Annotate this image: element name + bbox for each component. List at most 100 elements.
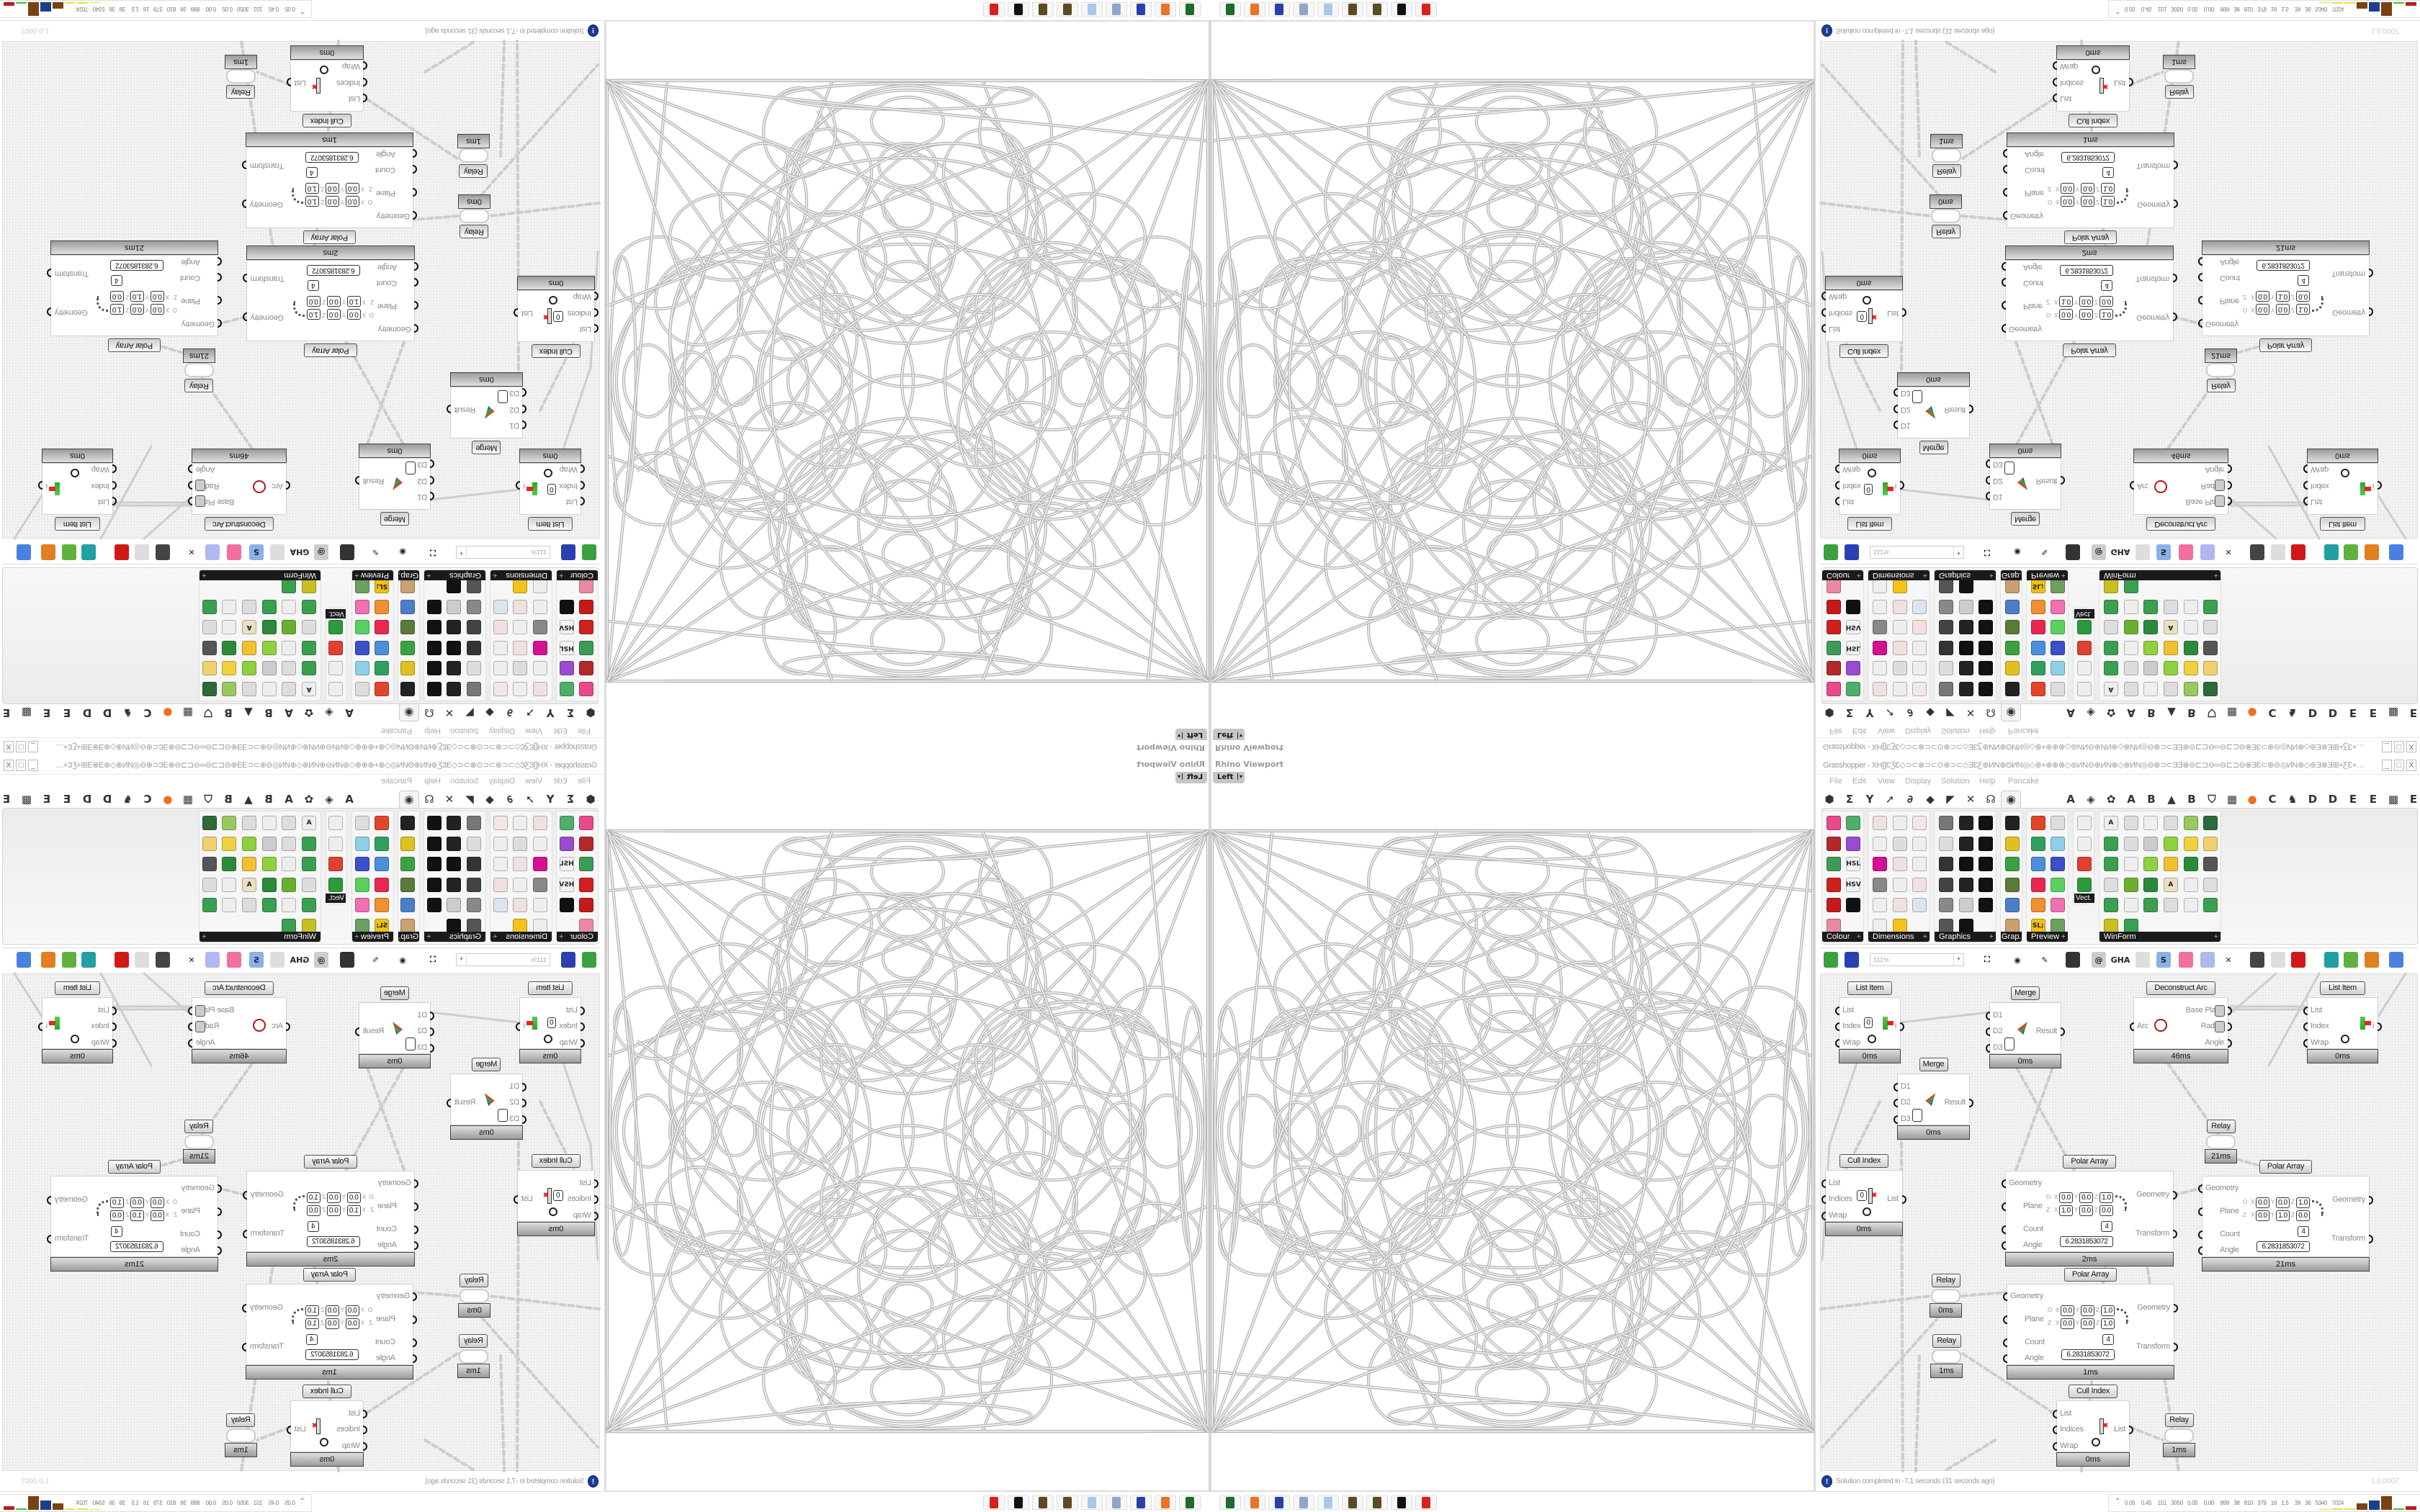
count-value[interactable]: 4	[306, 1334, 318, 1345]
plane-z-value[interactable]: 0.0	[2099, 1205, 2113, 1216]
wire[interactable]	[1960, 1291, 2007, 1297]
component-body[interactable]: D1 D2 D3 Result	[1894, 1074, 1973, 1125]
output-i[interactable]: i	[2372, 482, 2374, 490]
component-title[interactable]: List Item	[1847, 981, 1893, 995]
count-value[interactable]: 4	[2298, 1226, 2309, 1237]
component-title[interactable]: Deconstruct Arc	[2146, 981, 2215, 995]
preview-eye-icon[interactable]: ◉	[2010, 952, 2025, 968]
plane-x-value[interactable]: 1.0	[347, 296, 361, 307]
output-transform[interactable]: Transform	[2135, 274, 2169, 283]
grid-dimension-icon[interactable]	[1872, 877, 1887, 892]
input-wrap[interactable]: Wrap	[1829, 292, 1847, 301]
output-grip[interactable]	[47, 1235, 51, 1243]
input-plane[interactable]: Plane	[2025, 1315, 2044, 1323]
input-wrap[interactable]: Wrap	[1842, 1038, 1860, 1047]
component-body[interactable]: Geometry Plane Count Angle Geometry Transform…	[2198, 1176, 2373, 1257]
empty-input-box[interactable]	[405, 462, 416, 474]
component-title[interactable]: Merge	[2011, 986, 2040, 1000]
component-title[interactable]: Deconstruct Arc	[205, 981, 274, 995]
component-title[interactable]: Deconstruct Arc	[205, 517, 274, 531]
input-plane[interactable]: Plane	[181, 297, 200, 305]
component-title[interactable]: Relay	[460, 225, 489, 238]
wire[interactable]	[99, 445, 153, 540]
component-body[interactable]: Arc Base Plane Radius Angle	[188, 463, 290, 515]
tab-plugin-b-icon[interactable]: B	[2147, 793, 2156, 806]
tab-plugin-leaf-icon[interactable]: ◈	[2087, 793, 2095, 806]
output-list[interactable]: List	[2114, 78, 2125, 87]
input-grip[interactable]	[2198, 1230, 2202, 1239]
relay-body[interactable]	[2164, 69, 2194, 84]
taskbar-button-chestnut-2[interactable]	[1366, 1495, 1388, 1510]
input-indices[interactable]: Indices	[1829, 1194, 1852, 1203]
component-body[interactable]: List Index Wrap i 0	[1835, 463, 1904, 515]
tab-plugin-orange-icon[interactable]: ●	[2247, 793, 2257, 806]
output-grip[interactable]	[447, 405, 451, 413]
dark-shape-icon[interactable]	[2250, 952, 2264, 968]
angle-value[interactable]: 6.2831853072	[307, 265, 360, 276]
input-list[interactable]: List	[580, 1179, 591, 1187]
relay-body[interactable]	[460, 1289, 489, 1303]
tab-surface-icon[interactable]: ◆	[1926, 793, 1935, 806]
angle-value[interactable]: 6.2831853072	[2061, 152, 2115, 163]
output-grip[interactable]	[2228, 1022, 2232, 1031]
tab-plugin-shield-icon[interactable]: ⛉	[2208, 793, 2216, 806]
input-grip[interactable]	[1835, 1007, 1839, 1015]
input-d3[interactable]: D3	[1901, 389, 1911, 397]
input-plane[interactable]: Plane	[376, 1315, 395, 1323]
input-d3[interactable]: D3	[1993, 1043, 2003, 1052]
angular-dimension-icon[interactable]	[1912, 816, 1927, 830]
component-title[interactable]: Cull Index	[1839, 1154, 1888, 1168]
component-title[interactable]: List Item	[55, 517, 100, 531]
serial-dimension-icon[interactable]	[1912, 857, 1927, 871]
input-list[interactable]: List	[2311, 498, 2322, 506]
output-grip[interactable]	[188, 1022, 192, 1031]
plane-x-value[interactable]: 0.0	[2061, 1318, 2074, 1329]
relay-body[interactable]	[1932, 148, 1961, 163]
angle-value[interactable]: 6.2831853072	[2257, 260, 2310, 271]
text-box-icon[interactable]	[2123, 857, 2138, 871]
angle-value[interactable]: 6.2831853072	[110, 260, 163, 271]
output-grip[interactable]	[287, 1426, 291, 1434]
dark-sphere-icon[interactable]	[1938, 918, 1953, 933]
taskbar-button-chestnut[interactable]	[1342, 1495, 1363, 1510]
wrap-toggle[interactable]	[1868, 1035, 1876, 1043]
output-list[interactable]: List	[521, 1194, 533, 1203]
output-list[interactable]: List	[521, 309, 533, 318]
input-d1[interactable]: D1	[1901, 421, 1911, 430]
indices-value[interactable]: 0	[1857, 1190, 1867, 1201]
chevron-down-icon[interactable]: ▼	[1953, 954, 1963, 966]
input-grip[interactable]	[2003, 165, 2007, 174]
input-grip[interactable]	[2303, 464, 2308, 473]
output-transform[interactable]: Transform	[2135, 1229, 2169, 1238]
input-angle[interactable]: Angle	[2025, 150, 2044, 158]
component-title[interactable]: Polar Array	[107, 338, 161, 352]
save-image-icon[interactable]	[1978, 877, 1994, 892]
wire[interactable]	[143, 499, 189, 540]
plane-z-value[interactable]: 1.0	[2101, 1305, 2115, 1316]
plane-y-value[interactable]: 0.0	[326, 196, 339, 207]
help-box-icon[interactable]	[2179, 952, 2193, 968]
font-t-icon[interactable]	[1958, 816, 1973, 830]
wrap-toggle[interactable]	[2091, 66, 2100, 74]
input-grip[interactable]	[1986, 1044, 1990, 1053]
text-lines-icon[interactable]	[2143, 816, 2159, 830]
menu-solution[interactable]: Solution	[1941, 777, 1970, 786]
output-result[interactable]: Result	[1944, 1098, 1966, 1107]
component-title[interactable]: Relay	[459, 1334, 488, 1348]
component-title[interactable]: Relay	[184, 379, 214, 392]
input-grip[interactable]	[1821, 292, 1826, 300]
output-result[interactable]: Result	[2035, 477, 2057, 485]
output-grip[interactable]	[38, 1022, 42, 1031]
component-title[interactable]: Cull Index	[302, 114, 351, 127]
input-plane[interactable]: Plane	[376, 189, 395, 197]
component-body[interactable]: Arc Base Plane Radius Angle	[188, 997, 290, 1049]
count-value[interactable]: 4	[308, 1221, 319, 1232]
output-grip[interactable]	[243, 312, 247, 321]
input-grip[interactable]	[1986, 492, 1990, 500]
output-grip[interactable]	[242, 1304, 246, 1313]
multi-dimension-icon[interactable]	[1892, 857, 1907, 871]
component-body[interactable]: Arc Base Plane Radius Angle	[2130, 997, 2232, 1049]
plane-z-value[interactable]: 1.0	[2099, 309, 2113, 320]
input-count[interactable]: Count	[375, 1338, 395, 1346]
input-geometry[interactable]: Geometry	[2009, 1179, 2042, 1187]
